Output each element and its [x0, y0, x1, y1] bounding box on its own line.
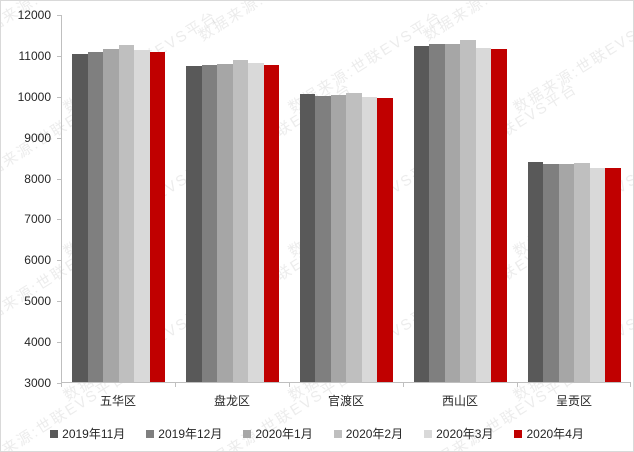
x-axis: 五华区 盘龙区 官渡区 西山区 呈贡区	[61, 383, 631, 417]
bar	[346, 92, 362, 382]
bars-area	[61, 15, 631, 383]
bar-group	[517, 15, 631, 382]
bar	[201, 65, 218, 382]
x-tick-mark	[175, 383, 176, 387]
bar	[232, 60, 249, 382]
bar	[574, 162, 590, 382]
legend-swatch	[514, 429, 523, 438]
legend: 2019年11月 2019年12月 2020年1月 2020年2月 2020年3月 202…	[1, 425, 633, 442]
y-tick-label: 12000	[17, 8, 51, 22]
legend-item: 2019年12月	[146, 425, 222, 442]
legend-label: 2020年4月	[526, 427, 584, 441]
legend-swatch	[424, 429, 433, 438]
x-tick-mark	[289, 383, 290, 387]
legend-item: 2020年1月	[243, 425, 313, 442]
legend-swatch	[50, 429, 59, 438]
x-category-label: 西山区	[441, 394, 479, 408]
bar	[558, 163, 575, 382]
bar	[217, 63, 233, 382]
bar	[248, 62, 264, 382]
legend-label: 2019年12月	[158, 427, 223, 441]
x-tick-mark	[403, 383, 404, 387]
y-tick-mark	[57, 219, 61, 221]
bar	[103, 49, 119, 382]
y-tick-mark	[57, 383, 61, 384]
bar	[475, 48, 492, 382]
bar	[299, 94, 316, 382]
legend-swatch	[333, 429, 342, 438]
bar	[460, 40, 476, 382]
legend-label: 2020年3月	[436, 427, 494, 441]
bar	[543, 163, 559, 382]
x-tick-mark	[630, 383, 631, 387]
x-tick-mark	[61, 383, 62, 387]
bar	[605, 167, 621, 382]
y-tick-mark	[57, 342, 61, 344]
bar	[315, 96, 331, 382]
y-tick-label: 7000	[24, 212, 51, 227]
y-tick-mark	[57, 301, 61, 303]
bar	[263, 65, 280, 382]
legend-item: 2019年11月	[50, 425, 125, 442]
bar-group	[62, 15, 176, 382]
legend-swatch	[243, 429, 252, 438]
y-tick-mark	[57, 178, 61, 180]
bar	[118, 45, 135, 382]
bar-group	[403, 15, 517, 382]
bar	[149, 51, 166, 382]
bar-group	[176, 15, 290, 382]
bar	[491, 48, 507, 382]
y-tick-mark	[57, 15, 61, 16]
bar	[589, 168, 606, 382]
x-category-label: 官渡区	[327, 394, 365, 408]
y-tick-mark	[57, 137, 61, 139]
x-category-label: 盘龙区	[213, 394, 251, 408]
bar	[527, 161, 544, 382]
x-tick-mark	[517, 383, 518, 387]
bar-group	[290, 15, 404, 382]
y-tick-label: 10000	[17, 89, 51, 104]
legend-item: 2020年4月	[514, 425, 584, 442]
y-tick-label: 9000	[24, 130, 51, 145]
y-tick-mark	[57, 55, 61, 57]
y-tick-mark	[57, 96, 61, 98]
y-tick-label: 4000	[24, 335, 51, 350]
bar	[186, 66, 202, 382]
legend-label: 2019年11月	[62, 427, 126, 441]
x-category-label: 五华区	[99, 394, 137, 408]
y-tick-label: 5000	[24, 294, 51, 309]
bar	[377, 98, 393, 382]
bar	[413, 45, 430, 382]
bar	[444, 43, 461, 382]
y-tick-label: 11000	[18, 48, 51, 63]
y-tick-label: 8000	[24, 171, 51, 186]
x-category-label: 呈贡区	[555, 394, 593, 408]
legend-swatch	[146, 429, 155, 438]
legend-label: 2020年1月	[255, 427, 313, 441]
y-tick-mark	[57, 260, 61, 262]
y-tick-label: 6000	[24, 253, 51, 268]
bar	[330, 94, 347, 382]
legend-item: 2020年2月	[333, 425, 404, 442]
bar	[87, 51, 104, 382]
bar	[429, 44, 445, 382]
legend-item: 2020年3月	[424, 425, 493, 442]
bar	[72, 53, 88, 382]
legend-label: 2020年2月	[345, 427, 404, 441]
bar	[361, 97, 378, 382]
bar	[134, 50, 150, 382]
y-tick-label: 3000	[24, 376, 51, 390]
